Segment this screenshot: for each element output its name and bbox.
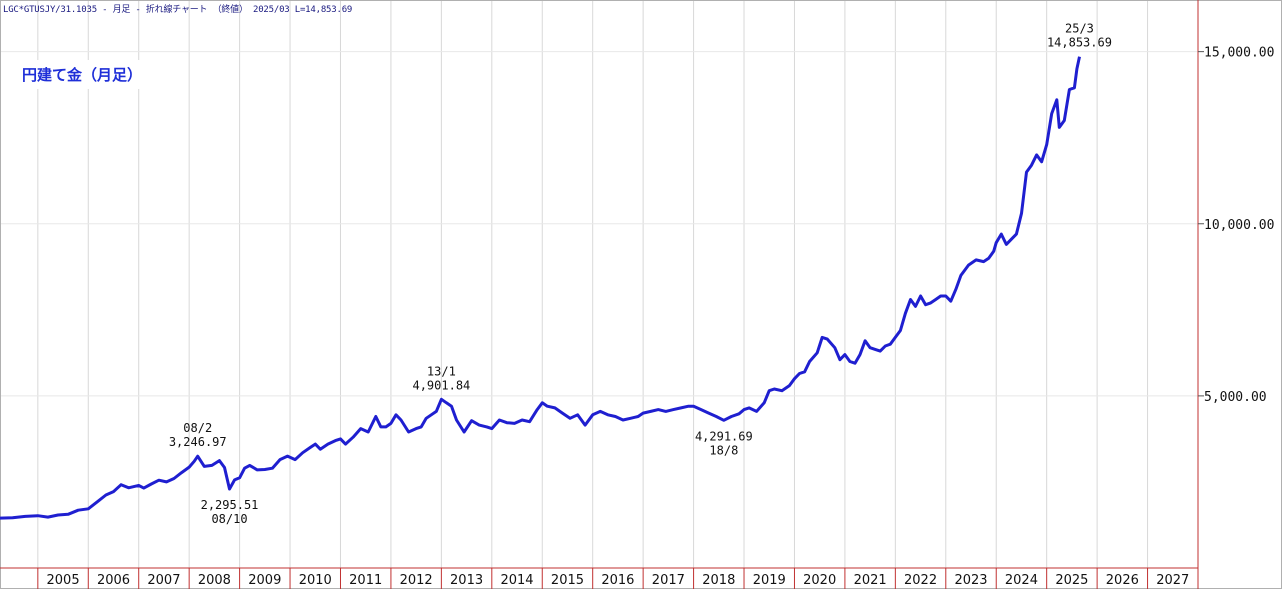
x-tick-label: 2006 <box>97 573 130 588</box>
x-tick-label: 2007 <box>147 573 180 588</box>
annotation-label: 4,291.69 <box>695 429 753 443</box>
annotation-label: 2,295.51 <box>201 498 259 512</box>
x-tick-label: 2011 <box>349 573 382 588</box>
x-tick-label: 2017 <box>652 573 685 588</box>
x-tick-label: 2013 <box>450 573 483 588</box>
annotation-label: 13/1 <box>427 364 456 378</box>
x-tick-label: 2024 <box>1005 573 1038 588</box>
annotation-label: 18/8 <box>709 443 738 457</box>
annotation-label: 4,901.84 <box>412 378 470 392</box>
chart-title: 円建て金（月足） <box>14 60 151 89</box>
x-tick-label: 2016 <box>601 573 634 588</box>
y-axis: 5,000.00 10,000.00 15,000.00 <box>1198 46 1274 405</box>
price-line <box>0 56 1081 520</box>
x-tick-label: 2012 <box>400 573 433 588</box>
x-tick-label: 2005 <box>47 573 80 588</box>
x-tick-label: 2015 <box>551 573 584 588</box>
annotation: 25/314,853.69 <box>1047 22 1112 50</box>
annotation-label: 08/10 <box>211 512 247 526</box>
x-tick-label: 2026 <box>1106 573 1139 588</box>
x-tick-label: 2027 <box>1156 573 1189 588</box>
x-tick-label: 2020 <box>803 573 836 588</box>
grid <box>0 0 1198 568</box>
y-tick-label: 10,000.00 <box>1204 218 1274 233</box>
x-tick-label: 2014 <box>500 573 533 588</box>
annotation: 13/14,901.84 <box>412 364 470 392</box>
x-tick-label: 2023 <box>954 573 987 588</box>
x-tick-label: 2018 <box>702 573 735 588</box>
annotation-label: 08/2 <box>183 421 212 435</box>
x-tick-label: 2009 <box>248 573 281 588</box>
x-axis: 2005 2006 2007 2008 2009 2010 2011 2012 2013 2014… <box>37 568 1189 589</box>
annotation-label: 14,853.69 <box>1047 36 1112 50</box>
annotation-label: 25/3 <box>1065 22 1094 36</box>
x-tick-label: 2021 <box>854 573 887 588</box>
series-layer <box>0 56 1081 520</box>
chart-header: LGC*GTUSJY/31.1035 - 月足 - 折れ線チャート （終値） 2… <box>3 5 353 15</box>
x-tick-label: 2025 <box>1055 573 1088 588</box>
x-tick-label: 2019 <box>753 573 786 588</box>
y-tick-label: 15,000.00 <box>1204 46 1274 61</box>
x-tick-label: 2008 <box>198 573 231 588</box>
annotation-label: 3,246.97 <box>169 435 227 449</box>
y-tick-label: 5,000.00 <box>1204 390 1267 405</box>
x-tick-label: 2010 <box>299 573 332 588</box>
x-tick-label: 2022 <box>904 573 937 588</box>
annotation: 08/23,246.97 <box>169 421 227 449</box>
